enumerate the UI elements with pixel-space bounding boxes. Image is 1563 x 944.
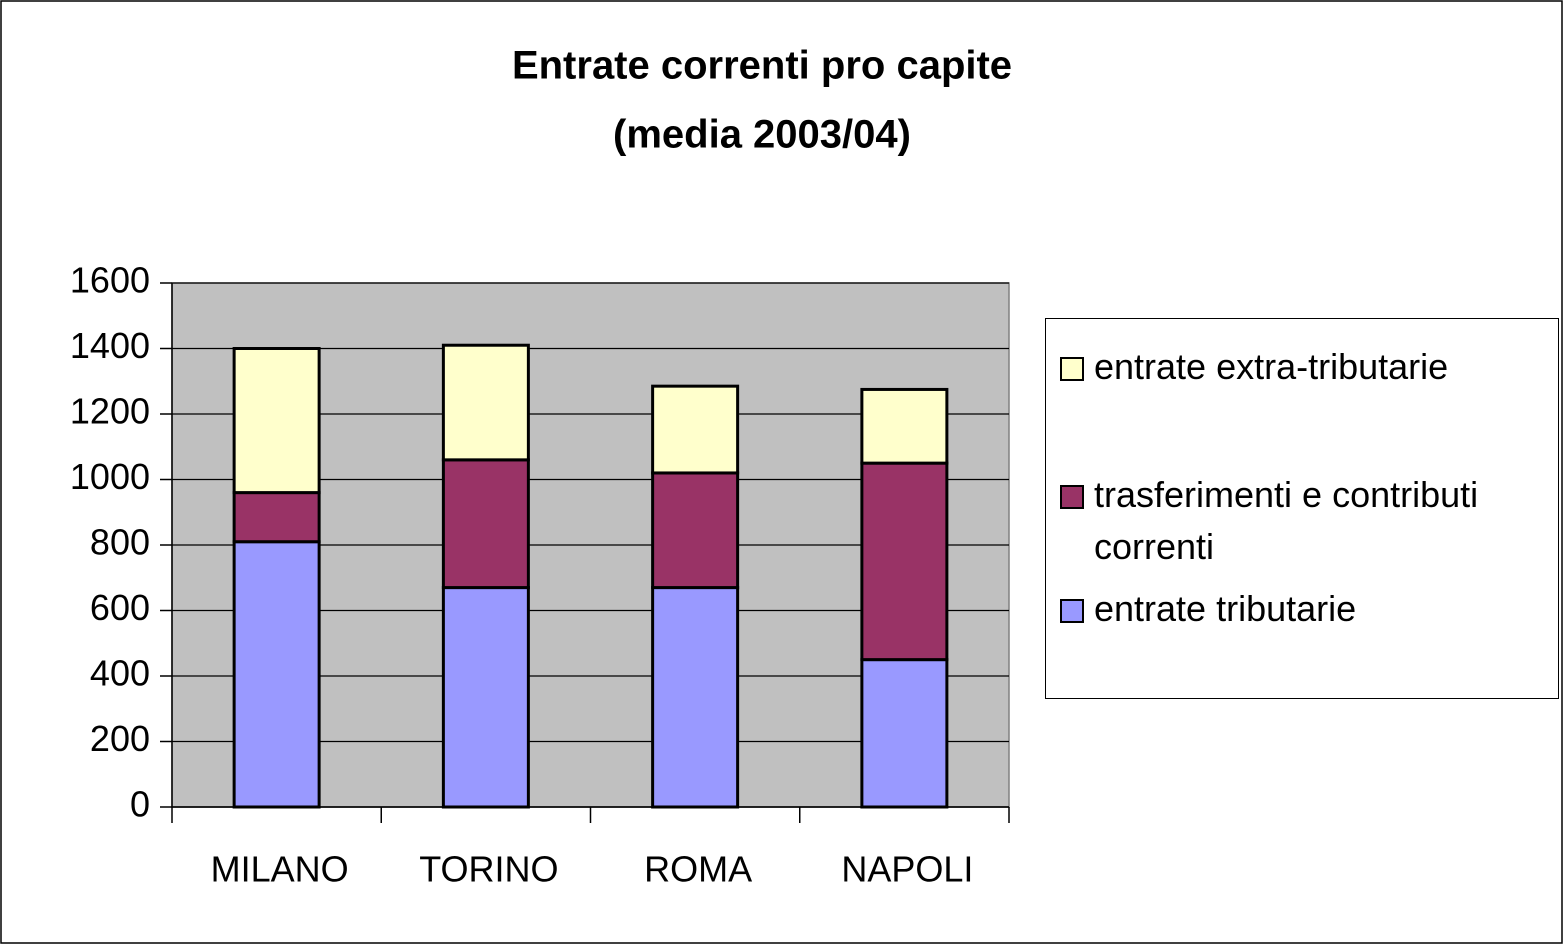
y-tick-label: 1200	[70, 391, 150, 432]
x-tick-label: MILANO	[211, 849, 349, 890]
x-tick-label: TORINO	[419, 849, 558, 890]
bar-segment	[860, 461, 949, 662]
bar-segment	[441, 458, 530, 590]
bar-segment	[860, 658, 949, 809]
legend-label: trasferimenti e contributi correnti	[1094, 474, 1479, 567]
y-tick-label: 1000	[70, 456, 150, 497]
y-tick-label: 400	[90, 653, 150, 694]
x-tick-label: NAPOLI	[841, 849, 973, 890]
bar-segment	[860, 387, 949, 465]
bar-segment	[651, 586, 740, 809]
legend-swatch	[1060, 599, 1084, 623]
bar-segment	[232, 491, 321, 544]
legend-swatch	[1060, 485, 1084, 509]
bar-segment	[651, 471, 740, 590]
bar-segment	[441, 343, 530, 462]
chart-title: Entrate correnti pro capite	[512, 44, 1012, 88]
y-tick-label: 0	[130, 784, 150, 825]
legend-label: entrate tributarie	[1094, 588, 1357, 629]
legend-entry: trasferimenti e contributi correnti	[1060, 469, 1550, 573]
legend: entrate extra-tributarie trasferimenti e …	[1045, 318, 1559, 699]
legend-label: entrate extra-tributarie	[1094, 346, 1449, 387]
chart-title: (media 2003/04)	[613, 113, 911, 157]
bar-segment	[232, 347, 321, 495]
bar-segment	[651, 384, 740, 475]
legend-swatch	[1060, 357, 1084, 381]
legend-entry: entrate extra-tributarie	[1060, 341, 1550, 393]
bar-segment	[441, 586, 530, 809]
bar-segment	[232, 540, 321, 809]
y-tick-label: 200	[90, 718, 150, 759]
y-tick-label: 600	[90, 587, 150, 628]
y-tick-label: 800	[90, 522, 150, 563]
y-tick-label: 1600	[70, 260, 150, 301]
y-tick-label: 1400	[70, 325, 150, 366]
x-tick-label: ROMA	[644, 849, 752, 890]
legend-entry: entrate tributarie	[1060, 583, 1550, 635]
